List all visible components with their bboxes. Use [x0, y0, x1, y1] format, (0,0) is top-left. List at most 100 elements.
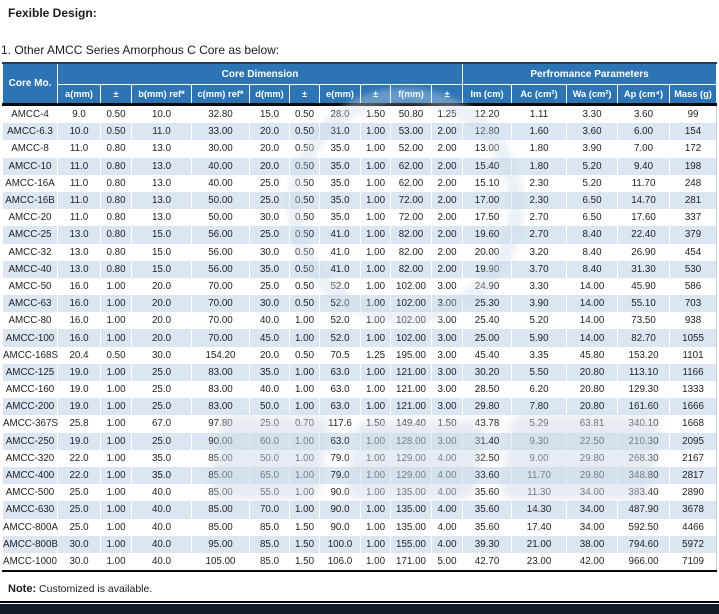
value-cell: 14.00 — [566, 312, 618, 330]
value-cell: 13.0 — [131, 191, 192, 210]
value-cell: 20.80 — [566, 398, 618, 416]
value-cell: 25.30 — [462, 295, 512, 313]
value-cell: 73.50 — [617, 312, 670, 330]
value-cell: 129.00 — [390, 449, 432, 467]
value-cell: 40.00 — [191, 174, 250, 192]
value-cell: 35.60 — [462, 518, 512, 536]
table-row: AMCC-168S 20.4 0.50 30.0 154.20 20.0 0.50 70.5 1… — [2, 346, 717, 364]
value-cell: 102.00 — [390, 295, 432, 313]
value-cell: 30.0 — [249, 243, 290, 261]
value-cell: 52.0 — [319, 312, 361, 330]
value-cell: 20.0 — [131, 295, 192, 313]
value-cell: 12.80 — [462, 123, 512, 141]
value-cell: 1.00 — [360, 329, 391, 347]
value-cell: 25.0 — [131, 381, 192, 399]
value-cell: 30.0 — [249, 295, 290, 313]
column-header-7: ± — [360, 84, 391, 105]
value-cell: 40.0 — [249, 312, 290, 330]
value-cell: 40.0 — [249, 381, 290, 399]
value-cell: 40.00 — [191, 157, 250, 175]
value-cell: 794.60 — [617, 535, 670, 553]
value-cell: 5.20 — [511, 312, 567, 330]
value-cell: 29.80 — [566, 466, 618, 485]
value-cell: 8.40 — [566, 243, 618, 261]
value-cell: 11.0 — [57, 174, 101, 192]
value-cell: 1.00 — [100, 329, 132, 347]
value-cell: 20.0 — [249, 157, 290, 175]
value-cell: 1.50 — [289, 552, 320, 572]
value-cell: 5.29 — [511, 415, 567, 433]
value-cell: 90.0 — [319, 518, 361, 536]
column-header-3: c(mm) ref* — [191, 84, 250, 105]
value-cell: 45.40 — [462, 346, 512, 364]
core-model-cell: AMCC-25 — [2, 226, 58, 244]
value-cell: 454 — [669, 243, 717, 261]
value-cell: 17.40 — [511, 518, 567, 536]
value-cell: 1055 — [669, 329, 717, 347]
value-cell: 0.50 — [289, 191, 320, 210]
table-header: Core Mo. Core Dimension Perfromance Parame… — [2, 62, 718, 105]
value-cell: 1.50 — [360, 415, 391, 433]
value-cell: 22.0 — [57, 449, 101, 467]
value-cell: 90.0 — [319, 484, 361, 502]
value-cell: 85.0 — [249, 552, 290, 572]
value-cell: 129.30 — [617, 381, 670, 399]
value-cell: 2.00 — [430, 140, 463, 158]
value-cell: 22.0 — [57, 466, 101, 485]
value-cell: 3.70 — [511, 260, 567, 278]
core-model-cell: AMCC-8 — [2, 140, 58, 158]
core-model-cell: AMCC-100 — [2, 329, 58, 347]
value-cell: 19.0 — [57, 381, 101, 399]
value-cell: 703 — [669, 295, 717, 313]
value-cell: 121.00 — [390, 398, 432, 416]
value-cell: 70.00 — [191, 295, 250, 313]
value-cell: 13.0 — [57, 226, 101, 244]
value-cell: 1.00 — [360, 432, 391, 450]
value-cell: 20.0 — [131, 277, 192, 296]
value-cell: 2095 — [669, 432, 717, 450]
value-cell: 20.4 — [57, 346, 101, 364]
core-model-cell: AMCC-320 — [2, 449, 58, 467]
value-cell: 19.0 — [57, 398, 101, 416]
value-cell: 0.50 — [289, 260, 320, 278]
value-cell: 14.00 — [566, 329, 618, 347]
value-cell: 25.0 — [57, 501, 101, 519]
value-cell: 1.00 — [360, 140, 391, 158]
value-cell: 11.0 — [131, 123, 192, 141]
value-cell: 40.0 — [131, 552, 192, 572]
table-row: AMCC-1000 30.0 1.00 40.0 105.00 85.0 1.50 106.0… — [2, 552, 717, 572]
value-cell: 13.0 — [131, 157, 192, 175]
value-cell: 11.70 — [617, 174, 670, 192]
table-row: AMCC-160 19.0 1.00 25.0 83.00 40.0 1.00 63.0 1.0… — [2, 381, 717, 399]
value-cell: 0.80 — [100, 191, 132, 210]
value-cell: 340.10 — [617, 415, 670, 433]
value-cell: 56.00 — [191, 243, 250, 261]
value-cell: 41.0 — [319, 226, 361, 244]
value-cell: 7.80 — [511, 398, 567, 416]
value-cell: 30.0 — [57, 535, 101, 553]
value-cell: 281 — [669, 191, 717, 210]
value-cell: 82.00 — [390, 243, 432, 261]
header-group-row: Core Mo. Core Dimension Perfromance Parame… — [2, 62, 718, 105]
value-cell: 20.0 — [249, 123, 290, 141]
value-cell: 0.80 — [100, 157, 132, 175]
value-cell: 14.00 — [566, 295, 618, 313]
value-cell: 13.0 — [57, 260, 101, 278]
value-cell: 5.20 — [566, 157, 618, 175]
table-row: AMCC-400 22.0 1.00 35.0 85.00 65.0 1.00 79.0 1.0… — [2, 466, 717, 485]
value-cell: 50.0 — [249, 398, 290, 416]
value-cell: 210.30 — [617, 432, 670, 450]
value-cell: 3.00 — [430, 346, 463, 364]
value-cell: 14.30 — [511, 501, 567, 519]
value-cell: 0.50 — [289, 277, 320, 296]
value-cell: 1101 — [669, 346, 717, 364]
value-cell: 15.0 — [131, 226, 192, 244]
value-cell: 22.40 — [617, 226, 670, 244]
core-model-cell: AMCC-6.3 — [2, 123, 58, 141]
value-cell: 13.0 — [131, 209, 192, 227]
value-cell: 16.0 — [57, 277, 101, 296]
value-cell: 15.0 — [131, 260, 192, 278]
value-cell: 3.20 — [511, 243, 567, 261]
value-cell: 268.30 — [617, 449, 670, 467]
value-cell: 35.0 — [319, 191, 361, 210]
